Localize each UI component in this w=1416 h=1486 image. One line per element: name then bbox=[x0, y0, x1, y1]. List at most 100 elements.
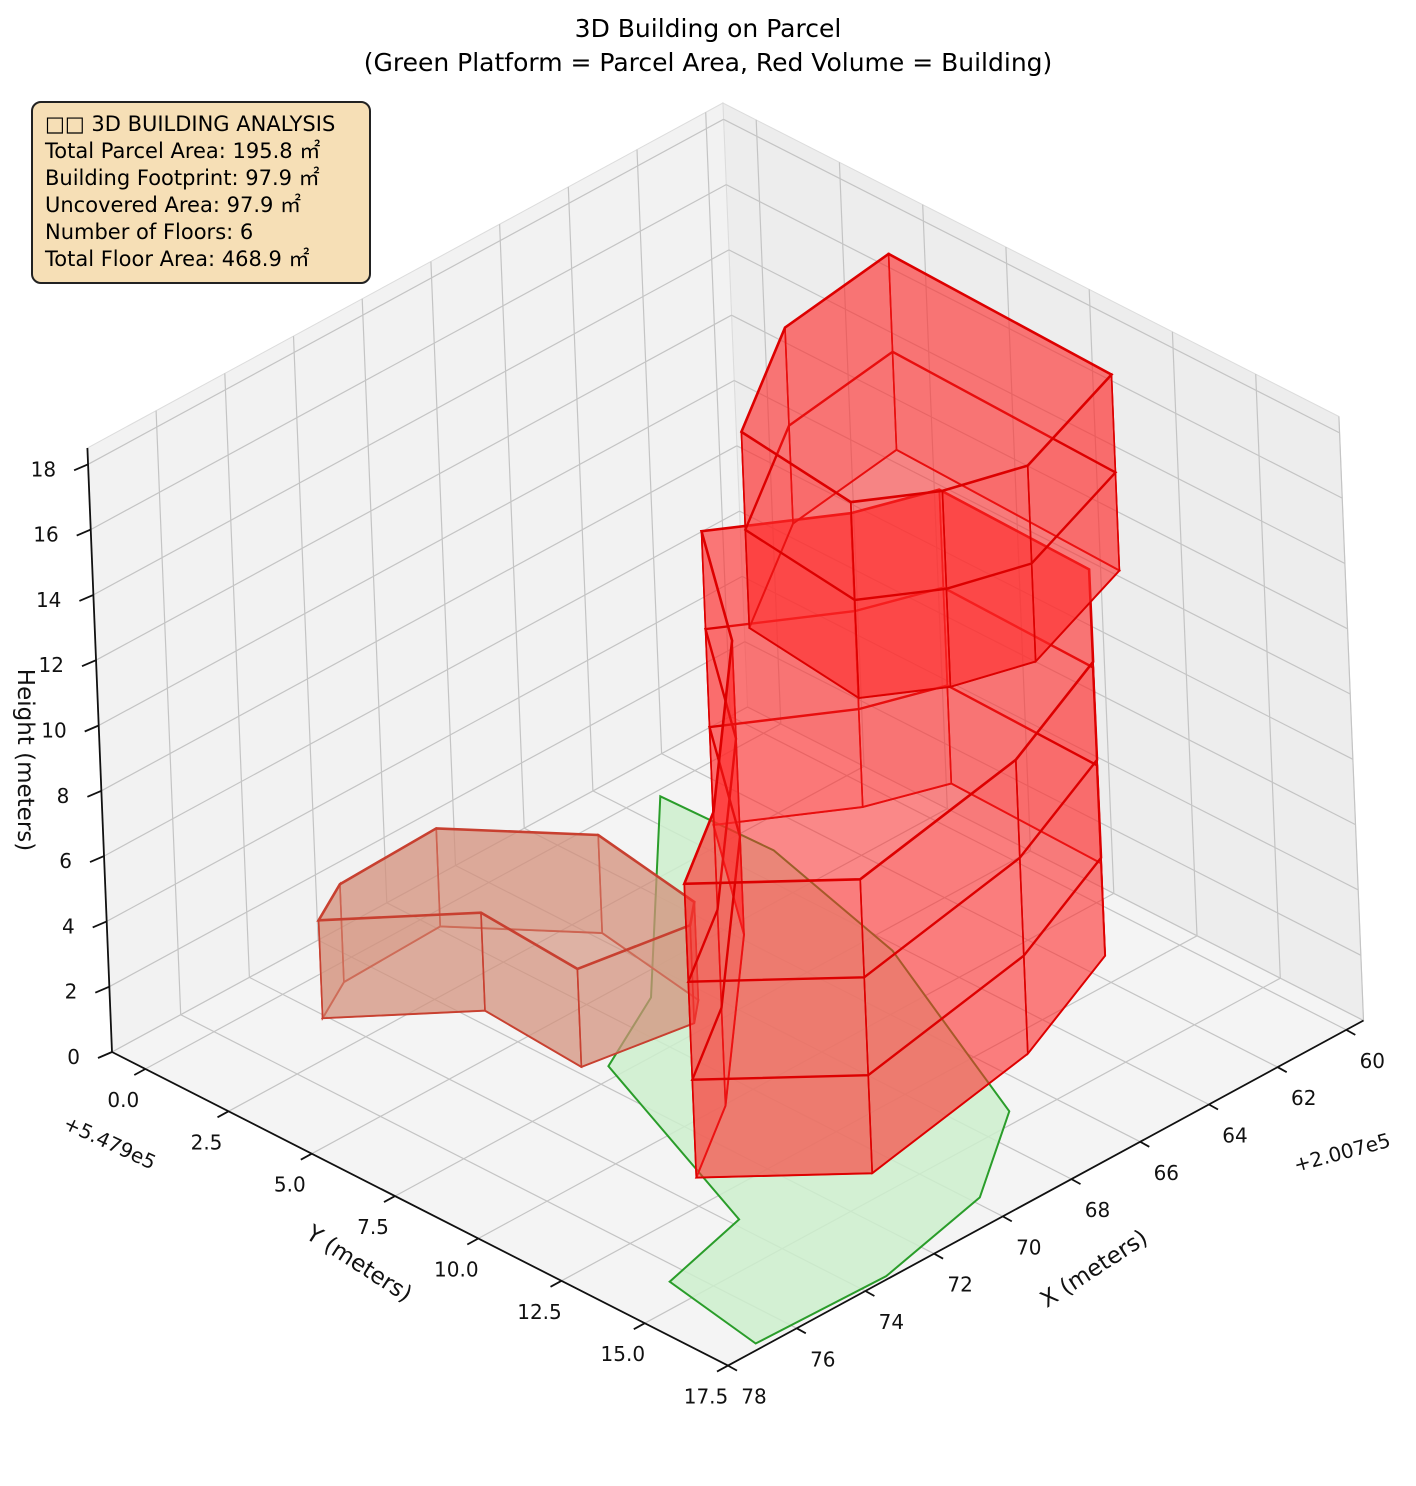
y-tick-label: 10.0 bbox=[434, 1258, 479, 1282]
grid-y-wall bbox=[922, 204, 948, 809]
grid-x-wall bbox=[224, 373, 250, 978]
z-tick-label: 12 bbox=[39, 653, 64, 677]
grid-y-wall bbox=[755, 119, 782, 724]
floors-2-4-top bbox=[682, 488, 1095, 886]
x-tick-mark bbox=[727, 1364, 738, 1372]
grid-y-wall bbox=[1171, 331, 1198, 936]
x-tick-label: 70 bbox=[1016, 1235, 1041, 1259]
x-tick-label: 64 bbox=[1222, 1124, 1247, 1148]
grid-z-wall-y bbox=[98, 379, 735, 727]
z-tick-label: 4 bbox=[62, 914, 75, 938]
grid-z-wall-x bbox=[723, 118, 1340, 434]
y-tick-label: 17.5 bbox=[684, 1385, 729, 1409]
ground-floor-side bbox=[317, 911, 486, 1020]
grid-z-wall-x bbox=[728, 249, 1346, 565]
x-tick-mark bbox=[1208, 1103, 1219, 1111]
grid-x-wall bbox=[155, 410, 182, 1015]
info-line-parcel-area: Total Parcel Area: 195.8 ㎡ bbox=[45, 139, 321, 163]
x-tick-label: 74 bbox=[879, 1310, 904, 1334]
grid-z-wall-x bbox=[747, 706, 1364, 1022]
x-tick-mark bbox=[864, 1290, 875, 1297]
y-tick-mark bbox=[133, 1068, 146, 1076]
floors-5-6-floor-level bbox=[743, 350, 1118, 602]
z-tick-mark bbox=[73, 463, 89, 472]
info-line-floor-area: Total Floor Area: 468.9 ㎡ bbox=[45, 247, 310, 271]
grid-y-wall bbox=[838, 162, 865, 767]
floors-2-4-floor-level bbox=[686, 586, 1099, 983]
chart-subtitle: (Green Platform = Parcel Area, Red Volum… bbox=[364, 48, 1053, 77]
z-tick-mark bbox=[87, 789, 102, 798]
grid-x-wall bbox=[292, 336, 319, 941]
z-tick-mark bbox=[92, 920, 108, 929]
grid-z-wall-x bbox=[731, 314, 1348, 630]
grid-z-wall-y bbox=[90, 184, 727, 531]
grid-x-floor bbox=[661, 753, 1278, 1068]
y-tick-mark bbox=[300, 1152, 313, 1161]
info-line-footprint: Building Footprint: 97.9 ㎡ bbox=[45, 166, 320, 190]
z-tick-label: 6 bbox=[59, 849, 72, 873]
y-tick-mark bbox=[217, 1110, 229, 1119]
z-axis-line bbox=[86, 447, 113, 1053]
z-tick-label: 18 bbox=[31, 457, 56, 481]
z-tick-mark bbox=[84, 724, 100, 733]
x-offset-label: +2.007e5 bbox=[1291, 1128, 1393, 1177]
tick-labels: 606264666870727476780.02.55.07.510.012.5… bbox=[31, 457, 1385, 1408]
z-tick-label: 2 bbox=[65, 980, 78, 1004]
grid-x-wall bbox=[567, 186, 594, 791]
grid-x-wall bbox=[636, 149, 663, 754]
x-tick-label: 60 bbox=[1360, 1049, 1385, 1073]
floors-5-6-top bbox=[739, 252, 1114, 504]
x-tick-label: 62 bbox=[1291, 1086, 1316, 1110]
grid-z-wall-x bbox=[741, 575, 1359, 891]
grid-z-wall-y bbox=[93, 249, 730, 596]
x-tick-mark bbox=[1277, 1066, 1288, 1073]
z-tick-label: 14 bbox=[36, 588, 61, 612]
ground-floor-group bbox=[316, 827, 700, 1069]
ground-floor-top bbox=[316, 827, 696, 971]
y-tick-mark bbox=[550, 1280, 562, 1288]
x-tick-label: 66 bbox=[1154, 1161, 1179, 1185]
y-tick-mark bbox=[716, 1364, 729, 1373]
y-tick-label: 5.0 bbox=[274, 1173, 306, 1197]
x-tick-mark bbox=[933, 1252, 944, 1260]
grid-z-wall-y bbox=[103, 510, 740, 857]
grid-z-wall-x bbox=[736, 445, 1354, 760]
grid-y-floor bbox=[228, 765, 865, 1112]
y-tick-label: 12.5 bbox=[517, 1300, 562, 1324]
y-tick-label: 15.0 bbox=[601, 1342, 646, 1366]
grid-z-wall-x bbox=[725, 184, 1343, 499]
z-tick-mark bbox=[97, 1051, 113, 1059]
info-heading: □□ 3D BUILDING ANALYSIS bbox=[45, 112, 336, 136]
z-tick-label: 16 bbox=[33, 523, 58, 547]
floors-2-4-floor-level bbox=[690, 684, 1103, 1081]
grid-z-wall-y bbox=[106, 575, 743, 922]
x-tick-mark bbox=[1002, 1215, 1013, 1223]
z-tick-mark bbox=[89, 855, 105, 863]
z-tick-label: 8 bbox=[57, 784, 70, 808]
y-offset-label: +5.479e5 bbox=[60, 1111, 160, 1175]
grid-z-wall-y bbox=[87, 118, 724, 465]
y-tick-mark bbox=[633, 1322, 646, 1330]
grid-y-wall bbox=[1255, 374, 1281, 979]
y-tick-label: 0.0 bbox=[107, 1088, 139, 1112]
grid-x-wall bbox=[499, 224, 525, 829]
z-tick-mark bbox=[94, 985, 110, 994]
z-tick-mark bbox=[79, 594, 94, 602]
grid-x-floor bbox=[730, 715, 1347, 1031]
data-marks bbox=[316, 252, 1122, 1345]
floors-2-4-group bbox=[682, 488, 1107, 1179]
x-tick-mark bbox=[1345, 1029, 1356, 1036]
x-axis-line bbox=[727, 1019, 1364, 1367]
grid-z-wall-x bbox=[744, 641, 1362, 956]
x-tick-label: 78 bbox=[741, 1385, 766, 1409]
grid-x-wall bbox=[430, 261, 457, 866]
grid-z-wall-y bbox=[101, 445, 738, 792]
x-tick-mark bbox=[796, 1327, 807, 1335]
x-tick-mark bbox=[1139, 1141, 1150, 1148]
z-tick-label: 10 bbox=[41, 719, 66, 743]
x-tick-label: 72 bbox=[947, 1273, 972, 1297]
x-tick-mark bbox=[1071, 1178, 1081, 1185]
x-tick-label: 76 bbox=[810, 1347, 835, 1371]
z-axis-label: Height (meters) bbox=[12, 669, 38, 851]
